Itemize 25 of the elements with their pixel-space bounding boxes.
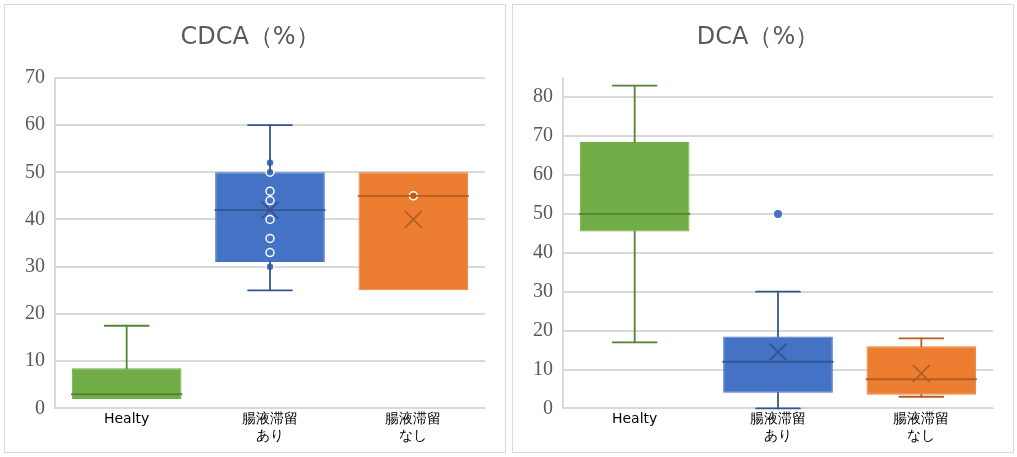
y-tick-label: 30 (25, 253, 45, 276)
x-tick-label: Healty (611, 410, 658, 427)
y-tick-label: 70 (533, 123, 553, 146)
chart-title: CDCA（%） (180, 21, 320, 50)
y-tick-label: 50 (25, 159, 45, 182)
y-tick-label: 60 (533, 162, 553, 185)
y-tick-label: 0 (35, 395, 45, 418)
y-tick-label: 10 (533, 356, 553, 379)
y-tick-label: 40 (533, 240, 553, 263)
y-tick-label: 60 (25, 112, 45, 135)
x-tick-label: 腸液滞留あり (242, 410, 298, 444)
y-tick-label: 40 (25, 206, 45, 229)
y-tick-label: 0 (543, 395, 553, 418)
y-tick-label: 70 (25, 65, 45, 88)
y-tick-label: 10 (25, 348, 45, 371)
x-tick-label: Healty (103, 410, 150, 427)
y-tick-label: 30 (533, 278, 553, 301)
x-tick-label: 腸液滞留あり (750, 410, 806, 444)
y-tick-label: 80 (533, 84, 553, 107)
y-tick-label: 20 (533, 317, 553, 340)
y-tick-label: 20 (25, 301, 45, 324)
x-tick-label: 腸液滞留なし (385, 410, 442, 444)
chart-title: DCA（%） (696, 21, 820, 50)
x-tick-label: 腸液滞留なし (893, 410, 950, 444)
y-tick-label: 50 (533, 201, 553, 224)
